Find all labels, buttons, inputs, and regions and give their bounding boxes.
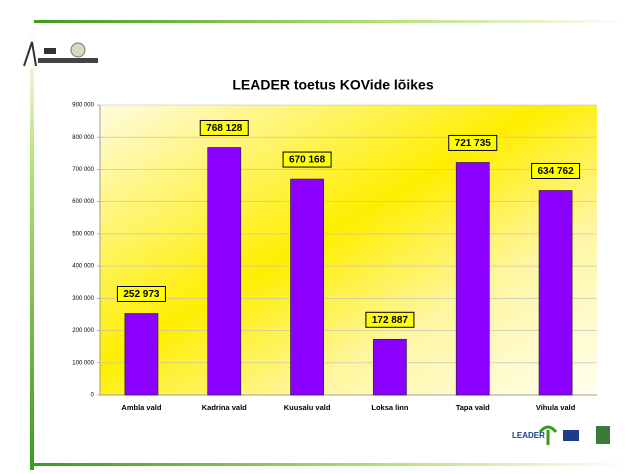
x-tick-label: Kuusalu vald [284, 403, 331, 412]
y-tick-label: 300 000 [72, 296, 94, 302]
x-tick-label: Vihula vald [536, 403, 576, 412]
left-rule [30, 30, 34, 470]
chart-title: LEADER toetus KOVide lõikes [232, 77, 433, 93]
y-tick-label: 400 000 [72, 264, 94, 270]
value-label: 634 762 [538, 166, 575, 177]
bar [538, 190, 573, 396]
top-rule [34, 20, 628, 23]
value-label-box [282, 151, 332, 168]
org-logo [20, 40, 100, 68]
y-tick-label: 500 000 [72, 231, 94, 237]
x-tick-label: Loksa linn [371, 403, 409, 412]
bar [124, 313, 159, 396]
value-label-box [365, 311, 415, 328]
value-label: 721 735 [455, 138, 492, 149]
bottom-rule [34, 463, 628, 466]
value-label-box [199, 119, 249, 136]
leader-logo-text: LEADER [512, 431, 545, 440]
bar [455, 162, 490, 396]
y-tick-label: 100 000 [72, 360, 94, 366]
value-label: 172 887 [372, 315, 409, 326]
value-label: 670 168 [289, 155, 326, 166]
x-tick-label: Tapa vald [456, 403, 490, 412]
x-tick-label: Kadrina vald [202, 403, 247, 412]
value-label: 768 128 [206, 123, 243, 134]
y-tick-label: 700 000 [72, 167, 94, 173]
bar [207, 147, 242, 396]
y-tick-label: 600 000 [72, 199, 94, 205]
value-label-box [448, 134, 498, 151]
leader-logo: LEADER [512, 425, 610, 445]
plot-area [100, 105, 597, 395]
value-label-box [116, 285, 166, 302]
y-tick-label: 200 000 [72, 328, 94, 334]
bar [373, 338, 407, 396]
value-label: 252 973 [123, 289, 160, 300]
x-tick-label: Ambla vald [121, 403, 161, 412]
y-tick-label: 900 000 [72, 103, 94, 109]
bar [290, 178, 324, 396]
y-tick-label: 0 [91, 393, 95, 399]
value-label-box [531, 162, 581, 179]
y-tick-label: 800 000 [72, 135, 94, 141]
